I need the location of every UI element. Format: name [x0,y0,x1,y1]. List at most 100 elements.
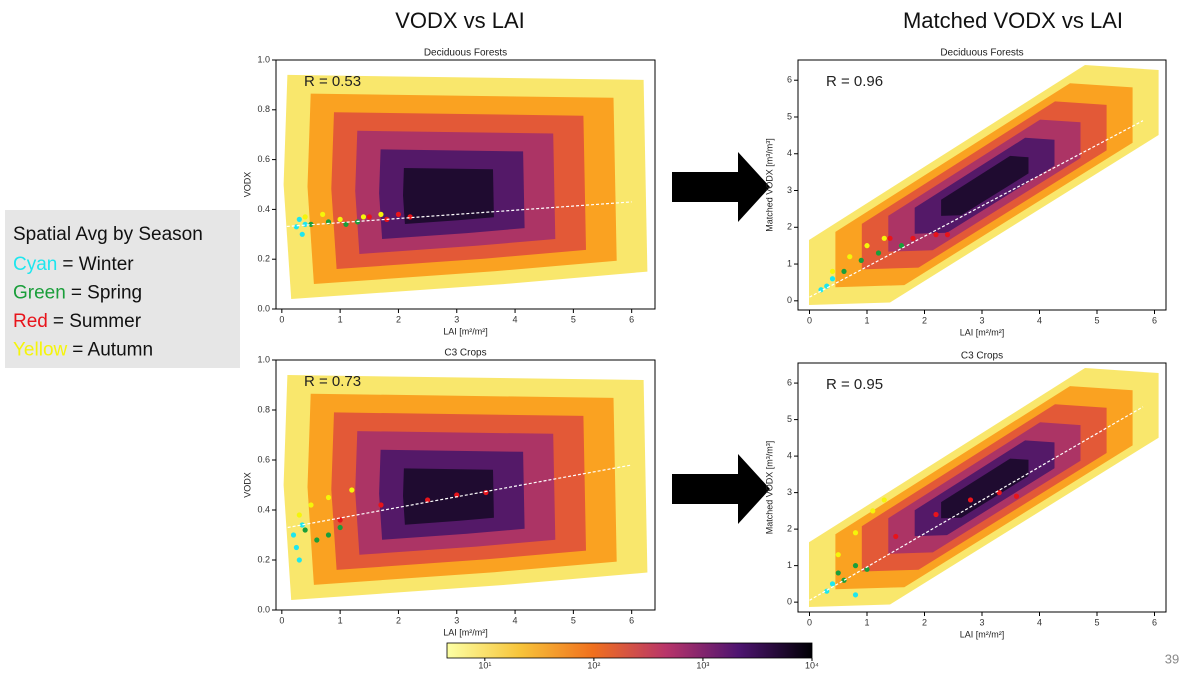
x-tick-label: 2 [922,617,927,627]
season-point [325,532,332,538]
season-point [852,592,859,598]
y-tick-label: 0 [787,597,792,607]
season-point [847,254,853,260]
y-tick-label: 5 [787,111,792,121]
x-tick-label: 3 [454,314,459,324]
season-point [296,512,302,518]
season-point [858,257,864,263]
y-tick-label: 0.0 [257,604,270,614]
header: VODX vs LAI [395,8,525,33]
season-point [875,250,882,256]
season-point [366,214,372,220]
season-point [302,221,308,227]
season-point [829,581,836,587]
legend-entry: Cyan = Winter [13,254,134,275]
legend-text: = Spring [71,283,142,304]
season-point [1013,493,1020,499]
season-point [360,214,367,220]
season-point [887,235,893,241]
x-tick-label: 0 [279,314,284,324]
season-point [933,511,939,518]
x-tick-label: 0 [279,615,284,625]
legend-text: = Autumn [72,340,153,361]
density-cloud [403,468,494,525]
season-point [852,563,859,569]
x-tick-label: 5 [1094,617,1099,627]
legend-entry: Red = Summer [13,311,142,332]
season-point [378,502,384,508]
y-tick-label: 2 [787,222,792,232]
x-tick-label: 4 [513,314,518,324]
fit-line [809,120,1144,298]
y-tick-label: 0.4 [257,504,270,514]
season-point [325,494,332,501]
x-tick-label: 4 [1037,315,1042,325]
y-tick-label: 6 [787,75,792,85]
x-tick-label: 1 [338,615,343,625]
y-tick-label: 1.0 [257,354,270,364]
legend-entry: Yellow = Autumn [13,340,153,361]
header: Matched VODX vs LAI [903,8,1123,33]
x-tick-label: 1 [338,314,343,324]
season-point [302,527,308,533]
legend-color-word: Red [13,311,48,332]
y-tick-label: 0.2 [257,254,270,264]
legend-entry: Green = Spring [13,283,142,304]
x-axis-label: LAI [m²/m²] [443,627,488,637]
season-point [881,235,887,241]
y-tick-label: 1 [787,258,792,268]
x-tick-label: 1 [864,617,869,627]
season-point [870,508,876,514]
arrow [672,454,770,524]
fit-line [281,201,632,228]
y-tick-label: 4 [787,450,792,460]
y-tick-label: 0.0 [257,303,270,313]
season-point [299,522,305,528]
season-point [320,211,326,217]
fit-line [809,406,1144,601]
season-point [395,211,402,217]
y-axis-label: VODX [242,472,252,498]
y-tick-label: 0 [787,295,792,305]
legend-color-word: Yellow [13,340,68,361]
plot-frame [275,59,656,310]
legend-text: = Summer [53,311,142,332]
season-point [483,489,489,496]
x-tick-label: 1 [864,315,869,325]
legend-title: Spatial Avg by Season [13,224,203,245]
x-tick-label: 3 [979,617,984,627]
y-tick-label: 6 [787,377,792,387]
chart-title: Deciduous Forests [424,48,507,59]
y-tick-label: 0.8 [257,104,270,114]
season-point [910,235,916,241]
y-axis-label: Matched VODX [m³/m³] [764,441,774,535]
season-point [337,216,343,222]
season-point [829,268,836,274]
y-tick-label: 5 [787,414,792,424]
season-point [293,544,300,551]
y-tick-label: 1 [787,560,792,570]
legend-text: = Winter [62,254,134,275]
y-tick-label: 0.8 [257,404,270,414]
season-point [425,497,431,503]
colorbar [446,642,813,659]
y-tick-label: 3 [787,487,792,497]
x-tick-label: 5 [1094,315,1099,325]
season-point [852,530,859,536]
y-tick-label: 4 [787,148,792,158]
x-tick-label: 2 [396,615,401,625]
season-point [299,231,305,237]
season-point [293,224,300,230]
x-tick-label: 6 [629,314,634,324]
y-tick-label: 0.6 [257,154,270,164]
season-point [407,214,413,220]
legend-color-word: Cyan [13,254,57,275]
season-point [864,243,870,249]
season-point [378,211,384,217]
season-point [824,283,830,289]
r-annotation: R = 0.96 [826,73,883,90]
density-cloud [403,168,494,224]
x-tick-label: 3 [979,315,984,325]
arrow [672,152,770,222]
